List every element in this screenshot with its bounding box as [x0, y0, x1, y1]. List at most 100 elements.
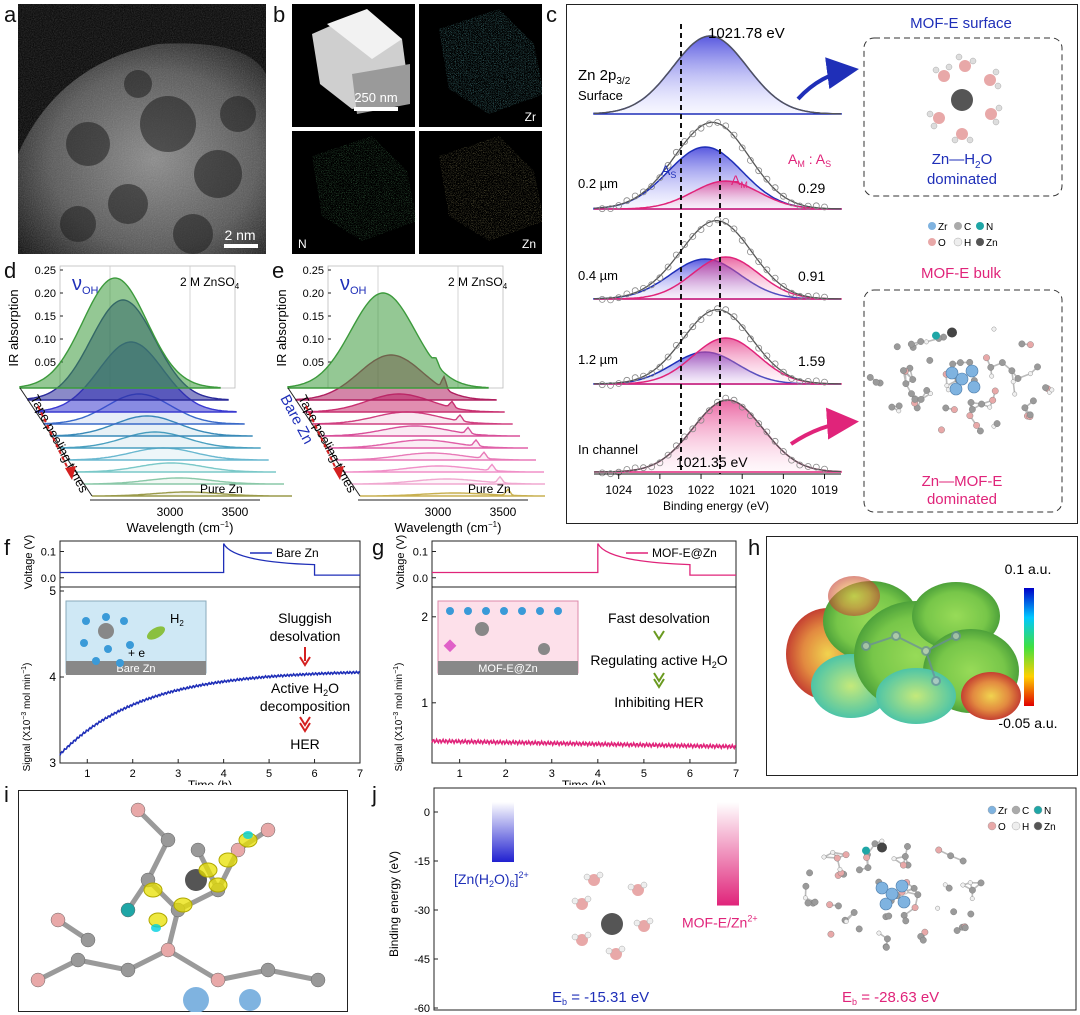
- am-sub: M: [740, 180, 748, 190]
- panel-letter-h: h: [748, 535, 761, 560]
- voltage-tick: 0.1: [413, 547, 428, 559]
- pure-zn-label: Pure Zn: [468, 482, 511, 496]
- svg-text:Zr: Zr: [938, 222, 948, 233]
- panel-letter-j: j: [372, 782, 377, 807]
- mof-bulk-molecule: [866, 326, 1055, 435]
- series-label: MOF-E@Zn: [544, 392, 545, 472]
- arrow-to-bulk: [789, 407, 859, 446]
- spectrum-sub: 3/2: [616, 76, 630, 87]
- depth-label-1: 0.4 µm: [578, 268, 618, 283]
- ir-y-tick: 0.05: [35, 357, 56, 369]
- ir-y-tick: 0.20: [303, 288, 324, 300]
- ir-spectrum: [51, 415, 253, 437]
- e-label: + e: [128, 646, 145, 660]
- esp-max-label: 0.1 a.u.: [1005, 561, 1052, 577]
- ir-spectrum: [343, 463, 544, 473]
- mof-surface-box: [863, 37, 1063, 197]
- time-label: Time (h): [188, 778, 232, 785]
- map-label-zn: Zn: [522, 237, 536, 251]
- panel-letter-b: b: [273, 2, 286, 27]
- decomposition-label: decomposition: [260, 698, 350, 714]
- panel-g: 0.1 0.0 Voltage (V) MOF-E@Zn 2 1 Signal (X10−3…: [393, 535, 739, 785]
- ir-spectrum: [287, 292, 489, 389]
- voltage-label: Voltage (V): [395, 535, 407, 589]
- panel-letter-f: f: [4, 535, 11, 560]
- panel-letter-a: a: [4, 2, 17, 27]
- bar-zn-h2o: [492, 802, 514, 863]
- time-tick: 2: [130, 768, 136, 780]
- channel-label: In channel: [578, 442, 638, 457]
- nu-oh-label: νOH: [340, 273, 367, 297]
- ir-y-tick: 0.10: [303, 334, 324, 346]
- ir-y-tick: 0.15: [303, 311, 324, 323]
- inset-substrate: MOF-E@Zn: [478, 663, 537, 675]
- ir-spectrum: [311, 411, 513, 425]
- ir-y-tick: 0.15: [35, 311, 56, 323]
- legend-label: Bare Zn: [276, 546, 319, 560]
- atom-legend-j: Zr C N O H Zn: [987, 805, 1056, 833]
- svg-text:C: C: [1022, 806, 1029, 817]
- svg-text:O: O: [998, 822, 1006, 833]
- time-tick: 3: [175, 768, 181, 780]
- ir-y-tick: 0.25: [35, 265, 56, 277]
- time-tick: 3: [549, 768, 555, 780]
- time-tick: 7: [733, 768, 739, 780]
- signal-trace: [431, 737, 737, 751]
- j-y-tick: -60: [414, 1003, 430, 1014]
- time-tick: 6: [687, 768, 693, 780]
- spectrum-label: Zn 2p: [578, 67, 616, 84]
- map-label-n: N: [298, 237, 307, 251]
- panel-letter-g: g: [372, 535, 385, 560]
- svg-text:AM : AS: AM : AS: [788, 151, 831, 169]
- ratio-2: 1.59: [798, 353, 825, 369]
- ir-spectrum: [351, 475, 545, 485]
- ir-spectrum: [360, 488, 545, 497]
- panel-h-esp-map: 0.1 a.u. -0.05 a.u.: [766, 536, 1078, 776]
- depth-label-2: 1.2 µm: [578, 352, 618, 367]
- xps-x-tick: 1023: [647, 483, 674, 497]
- time-label: Time (h): [562, 778, 606, 785]
- ratio-0: 0.29: [798, 180, 825, 196]
- peak-surface-label: 1021.78 eV: [708, 25, 785, 42]
- xps-x-label: Binding energy (eV): [663, 499, 769, 513]
- panel-letter-d: d: [4, 258, 17, 283]
- panel-a-tem-image: 2 nm: [18, 4, 266, 254]
- pure-zn-label: Pure Zn: [200, 482, 243, 496]
- panel-de-ir: 0.25 0.20 0.15 0.10 0.05 IR absorption νOH 2 M …: [6, 265, 545, 535]
- as-sub: S: [670, 170, 676, 180]
- time-tick: 1: [457, 768, 463, 780]
- xps-x-tick: 1022: [688, 483, 715, 497]
- panel-j: 0 -15 -30 -45 -60 Binding energy (eV) [Zn(H2O)…: [387, 787, 1077, 1014]
- zn-hydrate-cluster: [926, 53, 1003, 144]
- complex2-label: MOF-E/Zn2+: [682, 914, 758, 931]
- peak-channel-label: 1021.35 eV: [676, 454, 748, 470]
- xps-x-tick: 1021: [729, 483, 756, 497]
- as-label: A: [661, 162, 671, 178]
- xps-x-ticks: 1024 1023 1022 1021 1020 1019: [605, 474, 838, 497]
- time-tick: 1: [84, 768, 90, 780]
- xps-x-tick: 1020: [770, 483, 797, 497]
- atom-legend-c: Zr C N O H Zn: [928, 222, 998, 249]
- ir-x-tick: 3000: [157, 505, 184, 519]
- signal-label: Signal (X10−3 mol min−1): [393, 663, 405, 772]
- time-tick: 5: [641, 768, 647, 780]
- j-y-label: Binding energy (eV): [387, 851, 401, 957]
- depth-label-0: 0.2 µm: [578, 176, 618, 191]
- svg-text:H2: H2: [170, 611, 184, 628]
- mof-surface-title: MOF-E surface: [910, 15, 1012, 32]
- voltage-trace: [60, 543, 360, 576]
- regulating-label: Regulating active H2O: [590, 652, 727, 670]
- eb1-label: Eb = -15.31 eV: [552, 989, 649, 1007]
- xps-x-tick: 1019: [811, 483, 838, 497]
- svg-text:C: C: [964, 222, 971, 233]
- ir-spectrum: [59, 431, 261, 449]
- time-tick: 5: [266, 768, 272, 780]
- svg-text:Zn 2p3/2: Zn 2p3/2: [578, 67, 631, 87]
- time-tick: 6: [311, 768, 317, 780]
- mof-bulk-box: [863, 289, 1063, 513]
- signal-tick: 5: [49, 584, 56, 598]
- ir-spectrum: [327, 438, 528, 449]
- panel-letter-i: i: [4, 782, 9, 807]
- time-tick: 4: [595, 768, 601, 780]
- svg-text:Zn: Zn: [986, 238, 998, 249]
